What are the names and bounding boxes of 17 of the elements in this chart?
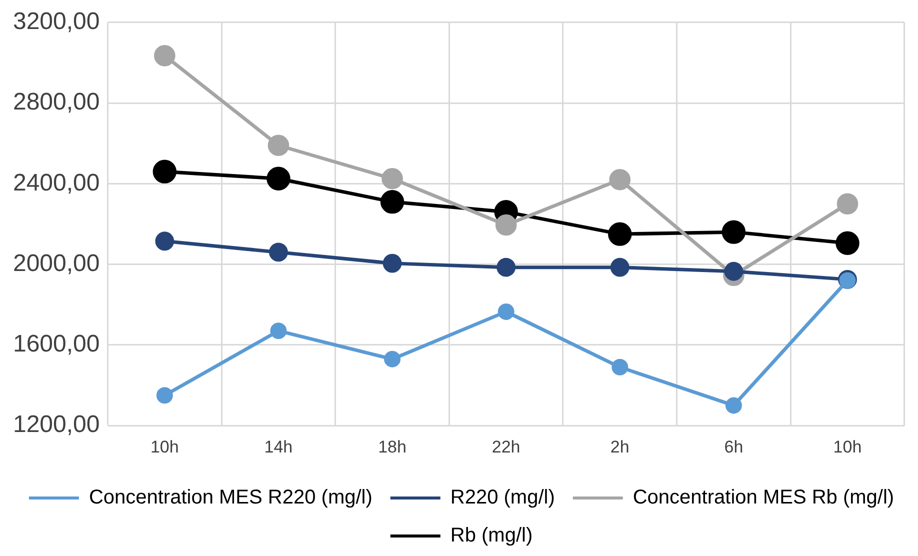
y-tick-label: 1600,00 (12, 330, 100, 358)
legend-label: Rb (mg/l) (450, 524, 533, 547)
legend-label: Concentration MES Rb (mg/l) (632, 486, 894, 509)
legend-label: R220 (mg/l) (450, 486, 555, 509)
x-tick-label: 14h (264, 437, 293, 456)
legend-label: Concentration MES R220 (mg/l) (88, 486, 372, 509)
x-tick-label: 6h (724, 437, 744, 456)
y-tick-label: 2800,00 (12, 88, 100, 116)
y-tick-label: 3200,00 (12, 8, 100, 36)
y-tick-label: 1200,00 (12, 411, 100, 438)
x-tick-label: 2h (610, 437, 630, 456)
y-tick-label: 2000,00 (12, 250, 100, 277)
x-tick-label: 22h (492, 437, 520, 456)
y-tick-label: 2400,00 (12, 169, 100, 196)
x-tick-label: 10h (833, 437, 862, 456)
x-tick-label: 18h (378, 437, 406, 456)
x-tick-label: 10h (150, 437, 179, 456)
